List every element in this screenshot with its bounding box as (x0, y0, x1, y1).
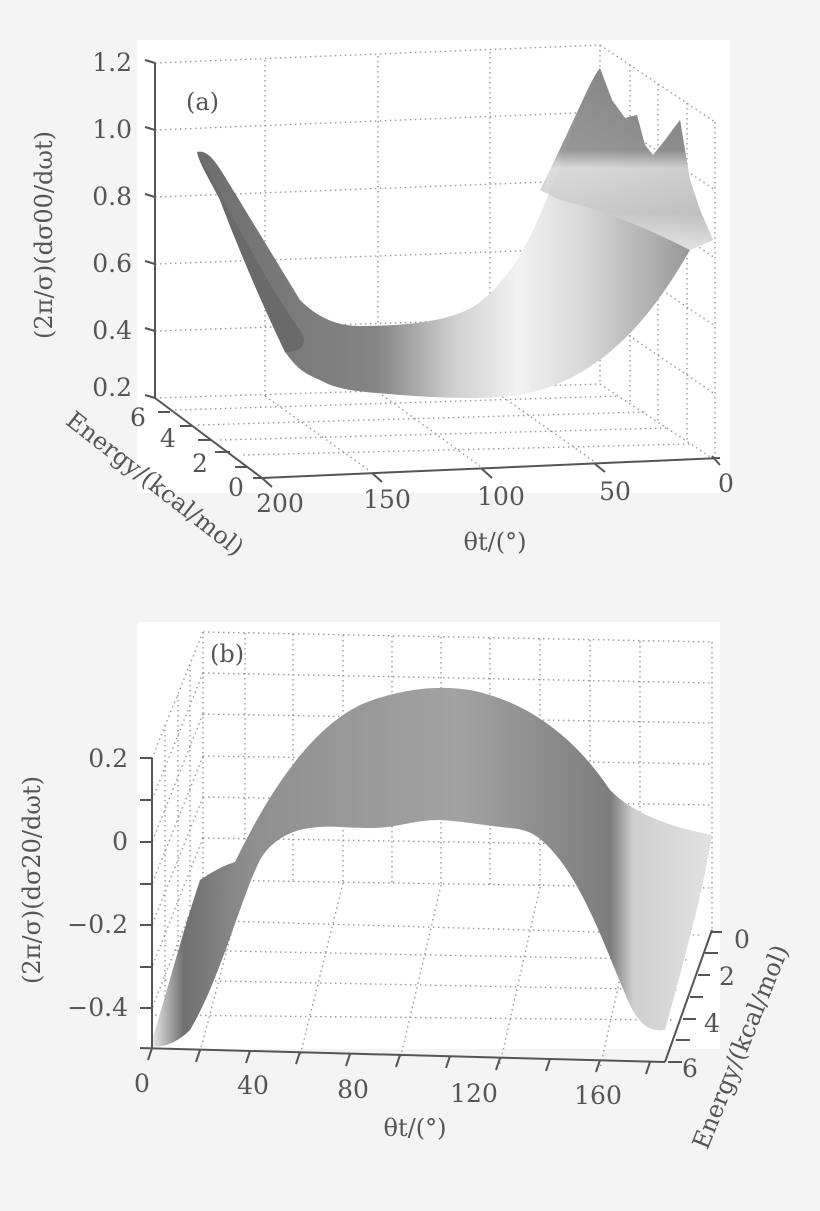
y-tick-labels-a: 6 4 2 0 (130, 403, 244, 502)
svg-text:1.2: 1.2 (92, 48, 132, 77)
axes-b (139, 757, 722, 1075)
surface-plot-a: (a) 1.2 1.0 0.8 0.6 0.4 0.2 6 4 2 0 200 … (30, 40, 734, 562)
svg-text:2: 2 (719, 962, 735, 991)
svg-text:0.8: 0.8 (92, 182, 132, 211)
svg-text:100: 100 (477, 482, 525, 511)
svg-text:80: 80 (337, 1075, 369, 1104)
z-axis-title-b: (2π/σ)(dσ20/dωt) (18, 776, 46, 984)
svg-text:1.0: 1.0 (92, 115, 132, 144)
svg-text:0.6: 0.6 (92, 249, 132, 278)
x-tick-labels-b: 0 40 80 120 160 (134, 1069, 622, 1110)
surface-b (150, 687, 712, 1047)
svg-text:0.2: 0.2 (88, 744, 128, 773)
svg-text:50: 50 (599, 477, 631, 506)
svg-text:0.2: 0.2 (92, 373, 132, 402)
svg-text:0: 0 (718, 469, 734, 498)
svg-text:150: 150 (363, 485, 411, 514)
svg-text:4: 4 (704, 1009, 720, 1038)
svg-text:40: 40 (237, 1071, 269, 1100)
svg-text:0: 0 (112, 827, 128, 856)
y-tick-labels-b: 0 2 4 6 (682, 925, 750, 1083)
axes-a (144, 59, 721, 488)
svg-text:2: 2 (192, 449, 208, 478)
svg-text:200: 200 (256, 489, 304, 518)
chart-panel-b: (b) 0.2 0 −0.2 −0.4 0 40 80 120 160 0 2 … (0, 600, 820, 1211)
panel-label-a: (a) (186, 88, 219, 116)
svg-text:−0.2: −0.2 (67, 910, 128, 939)
z-tick-labels-a: 1.2 1.0 0.8 0.6 0.4 0.2 (92, 48, 132, 402)
svg-text:0: 0 (134, 1069, 150, 1098)
svg-text:160: 160 (574, 1081, 622, 1110)
x-axis-title-b: θt/(°) (384, 1114, 447, 1142)
svg-text:0.4: 0.4 (92, 316, 132, 345)
svg-text:120: 120 (450, 1079, 498, 1108)
surface-a (197, 68, 713, 399)
chart-panel-a: (a) 1.2 1.0 0.8 0.6 0.4 0.2 6 4 2 0 200 … (0, 0, 820, 600)
svg-text:6: 6 (130, 403, 146, 432)
svg-text:4: 4 (160, 424, 176, 453)
z-tick-labels-b: 0.2 0 −0.2 −0.4 (67, 744, 128, 1022)
svg-text:0: 0 (734, 925, 750, 954)
x-tick-labels-a: 200 150 100 50 0 (256, 469, 734, 518)
x-axis-title-a: θt/(°) (464, 528, 527, 556)
panel-label-b: (b) (210, 640, 244, 668)
svg-text:0: 0 (228, 473, 244, 502)
surface-plot-b: (b) 0.2 0 −0.2 −0.4 0 40 80 120 160 0 2 … (18, 622, 794, 1153)
svg-text:6: 6 (682, 1054, 698, 1083)
svg-text:−0.4: −0.4 (67, 993, 128, 1022)
z-axis-title-a: (2π/σ)(dσ00/dωt) (30, 131, 58, 339)
